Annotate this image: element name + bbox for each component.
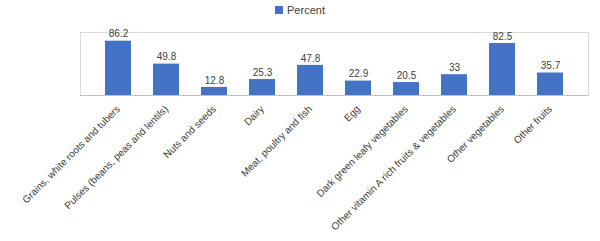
svg-text:12.8: 12.8 <box>205 75 225 86</box>
svg-text:86.2: 86.2 <box>109 28 129 39</box>
svg-text:Meat, poultry and fish: Meat, poultry and fish <box>239 103 314 178</box>
svg-text:20.5: 20.5 <box>397 70 417 81</box>
svg-text:33: 33 <box>449 62 461 73</box>
svg-text:Other vegetables: Other vegetables <box>445 103 507 165</box>
html-text:Percent: Percent <box>287 4 325 16</box>
svg-text:Dark green leafy vegetables: Dark green leafy vegetables <box>314 103 410 199</box>
svg-text:47.8: 47.8 <box>301 53 321 64</box>
svg-text:35.7: 35.7 <box>541 60 561 71</box>
svg-text:22.9: 22.9 <box>349 68 369 79</box>
svg-text:Other fruits: Other fruits <box>511 103 554 146</box>
svg-text:25.3: 25.3 <box>253 67 273 78</box>
svg-text:Grains, white roots and tubers: Grains, white roots and tubers <box>20 103 122 205</box>
svg-text:82.5: 82.5 <box>493 31 513 42</box>
svg-text:Egg: Egg <box>342 103 362 123</box>
svg-text:Other vitamin A rich fruits &: Other vitamin A rich fruits & vegetables <box>329 103 458 232</box>
svg-text:Dairy: Dairy <box>242 103 266 127</box>
svg-text:49.8: 49.8 <box>157 51 177 62</box>
svg-text:Nuts and seeds: Nuts and seeds <box>161 103 218 160</box>
svg-text:Pulses (beans, peas and lentil: Pulses (beans, peas and lentils) <box>62 103 170 211</box>
